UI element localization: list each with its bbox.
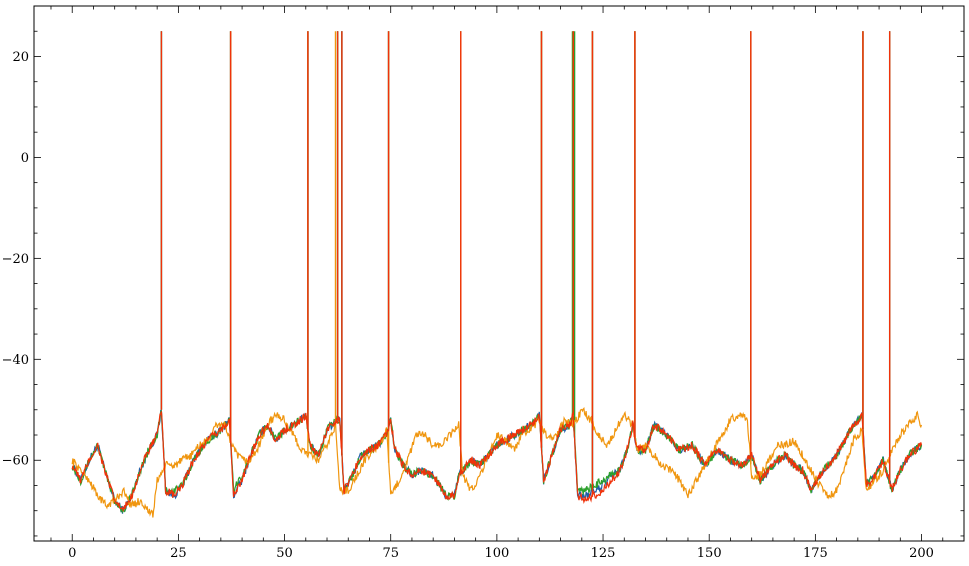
x-tick-label: 150 — [697, 546, 722, 561]
y-tick-label: −20 — [2, 252, 29, 267]
x-tick-label: 0 — [68, 546, 76, 561]
series-line-3 — [71, 406, 923, 518]
x-tick-label: 200 — [909, 546, 934, 561]
series-line-2 — [71, 409, 923, 514]
x-tick-label: 50 — [276, 546, 293, 561]
x-tick-label: 100 — [484, 546, 509, 561]
series-line-4 — [71, 411, 923, 513]
y-tick-label: 20 — [12, 50, 29, 65]
axis-tick-labels: 0 25 50 75 100 125 150 175 200 −60 −40 −20 0 20 — [2, 50, 934, 561]
plot-area — [71, 31, 923, 518]
y-tick-label: −40 — [2, 353, 29, 368]
x-tick-label: 75 — [382, 546, 399, 561]
axes-frame — [33, 5, 965, 542]
axis-ticks — [34, 5, 964, 541]
x-tick-label: 25 — [170, 546, 187, 561]
x-tick-label: 125 — [591, 546, 616, 561]
y-tick-label: −60 — [2, 454, 29, 469]
y-tick-label: 0 — [21, 151, 29, 166]
x-tick-label: 175 — [803, 546, 828, 561]
